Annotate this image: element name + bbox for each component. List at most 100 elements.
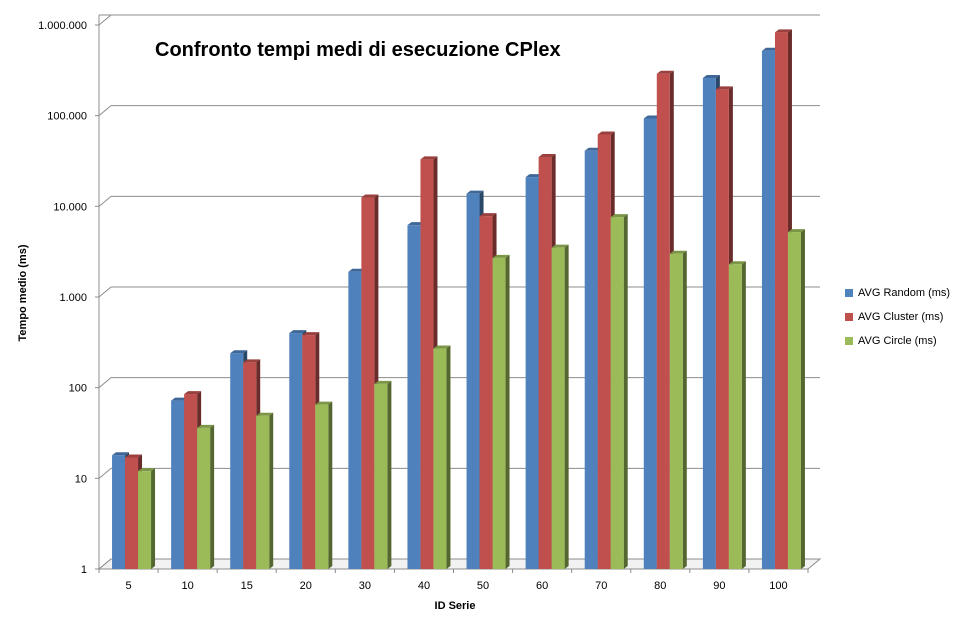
bar-top [610, 214, 628, 218]
x-tick-label: 20 [300, 580, 312, 592]
bar-front [184, 394, 198, 569]
x-axis-label: ID Serie [435, 600, 476, 612]
x-tick-label: 90 [713, 580, 725, 592]
x-tick-label: 50 [477, 580, 489, 592]
bar-front [728, 264, 742, 569]
x-tick-label: 10 [182, 580, 194, 592]
bar [138, 468, 156, 569]
bar-front [256, 415, 270, 569]
bar [728, 261, 746, 569]
bar-top [184, 391, 202, 395]
bar-top [774, 29, 792, 33]
bar-front [610, 217, 624, 569]
legend-item: AVG Random (ms) [845, 281, 950, 305]
bar [433, 345, 451, 569]
bar-side [682, 250, 687, 569]
bar-front [125, 457, 139, 569]
bar-top [361, 194, 379, 198]
legend-swatch-circle [845, 337, 853, 345]
bar-front [138, 471, 152, 569]
bar-side [446, 345, 451, 569]
bar-top [538, 154, 556, 158]
bar-side [564, 244, 569, 570]
bar-front [466, 193, 480, 570]
bar-side [210, 424, 215, 569]
bar-side [151, 468, 156, 569]
bar-top [348, 268, 366, 272]
x-tick-label: 5 [125, 580, 131, 592]
bar-front [643, 118, 657, 569]
bar [669, 250, 687, 569]
bar-top [584, 147, 602, 151]
bar [551, 244, 569, 570]
bar-front [597, 134, 611, 570]
bar-side [741, 261, 746, 569]
bar-front [289, 333, 303, 569]
bar-front [315, 404, 329, 569]
x-tick-label: 70 [595, 580, 607, 592]
bar-front [538, 157, 552, 569]
y-tick-label: 1.000.000 [38, 20, 87, 32]
bar-top [492, 254, 510, 258]
x-tick-label: 60 [536, 580, 548, 592]
bar-side [505, 254, 510, 569]
y-tick-label: 100 [69, 383, 87, 395]
bar-front [302, 335, 316, 569]
bar-top [407, 222, 425, 226]
bar-front [243, 362, 257, 569]
gridline-depth [98, 14, 112, 26]
bar-front [197, 427, 211, 569]
bar-front [348, 271, 362, 569]
bar-top [525, 174, 543, 178]
y-tick-labels: 1 10 100 1.000 10.000 100.000 1.000.000 [38, 20, 87, 576]
bar-front [112, 455, 126, 569]
bar-top [597, 131, 615, 135]
bar-front [171, 400, 185, 569]
y-tick-label: 10 [75, 473, 87, 485]
legend-label-random: AVG Random (ms) [858, 287, 951, 299]
legend-item: AVG Circle (ms) [845, 329, 950, 353]
legend-swatch-cluster [845, 313, 853, 321]
bar-top [702, 75, 720, 79]
bar-front [669, 253, 683, 569]
bar-front [761, 50, 775, 570]
gridline-depth [98, 377, 112, 389]
bar [610, 214, 628, 569]
bar-side [387, 380, 392, 569]
bar-front [715, 89, 729, 570]
bar-side [623, 214, 628, 569]
bar-top [138, 468, 156, 472]
y-tick-label: 100.000 [47, 111, 87, 123]
bar-top [728, 261, 746, 265]
bar-front [525, 177, 539, 570]
y-tick-label: 1.000 [59, 292, 87, 304]
bar-top [551, 244, 569, 248]
bar-top [171, 397, 189, 401]
bar-top [374, 380, 392, 384]
y-axis-label: Tempo medio (ms) [17, 244, 29, 341]
chart-title: Confronto tempi medi di esecuzione CPlex [155, 39, 561, 61]
x-tick-label: 100 [769, 580, 787, 592]
bar-top [256, 412, 274, 416]
bar-top [315, 401, 333, 405]
x-tick-label: 15 [241, 580, 253, 592]
bar [492, 254, 510, 569]
legend: AVG Random (ms) AVG Cluster (ms) AVG Cir… [845, 281, 950, 353]
bar-top [761, 47, 779, 51]
bar-top [302, 332, 320, 336]
gridline-depth [98, 467, 112, 479]
x-tick-label: 30 [359, 580, 371, 592]
bar-top [656, 70, 674, 74]
bar-front [492, 257, 506, 569]
bar [197, 424, 215, 569]
bars [112, 29, 805, 570]
bar-side [328, 401, 333, 569]
bar-top [243, 359, 261, 363]
bar-front [374, 383, 388, 569]
legend-label-circle: AVG Circle (ms) [858, 335, 937, 347]
bar-top [715, 86, 733, 90]
bar-top [197, 424, 215, 428]
bar-top [289, 330, 307, 334]
legend-item: AVG Cluster (ms) [845, 305, 950, 329]
